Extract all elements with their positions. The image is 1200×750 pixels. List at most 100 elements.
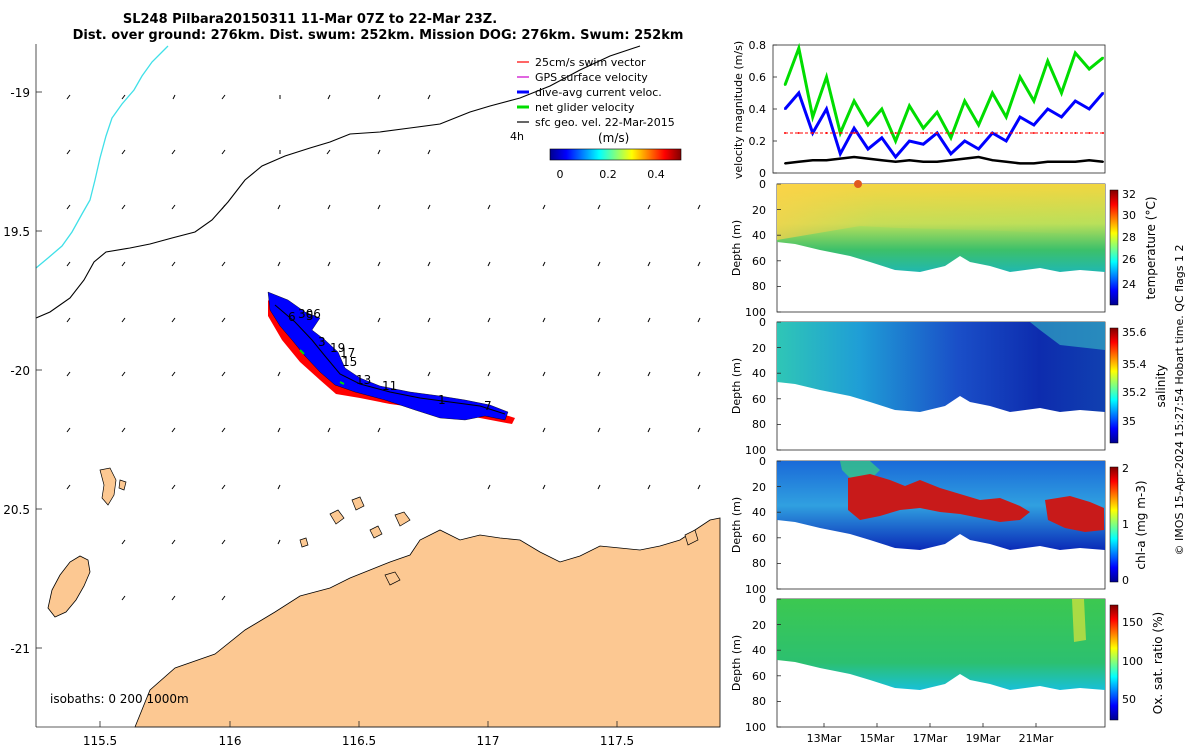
- velocity-point: [894, 156, 897, 158]
- land-islets: [99, 467, 699, 586]
- ox-cbar-tick: 50: [1122, 693, 1136, 706]
- legend-item: net glider velocity: [535, 101, 635, 114]
- velocity-point: [949, 136, 952, 139]
- chla-max-layer-east: [1045, 496, 1104, 532]
- lon-tick-label: 115.5: [83, 734, 117, 748]
- velocity-point: [1060, 92, 1063, 94]
- velocity-point: [894, 132, 897, 134]
- velocity-point: [1019, 162, 1021, 165]
- legend-item: 25cm/s swim vector: [535, 56, 646, 69]
- colorbar-tick: 0.2: [599, 168, 617, 181]
- lat-tick-label: -20: [10, 364, 30, 378]
- track-label: 306: [298, 307, 321, 321]
- chla-max-layer: [848, 474, 1030, 522]
- velocity-point: [853, 100, 856, 102]
- temperature-y-ticks: [777, 183, 781, 313]
- ox-y-tick: 60: [752, 670, 766, 683]
- track-label: 1: [438, 393, 446, 407]
- velocity-point: [880, 108, 883, 110]
- ox-y-tick: 0: [759, 593, 766, 606]
- track-label: 5: [306, 309, 314, 323]
- salinity-y-ticks: [777, 321, 781, 451]
- velocity-point: [1032, 124, 1035, 126]
- velocity-point: [1102, 56, 1104, 59]
- velocity-series-line: [783, 90, 1105, 160]
- lon-tick-label: 117.5: [600, 734, 634, 748]
- velocity-point: [922, 160, 925, 163]
- colorbar-tick: 0: [557, 168, 564, 181]
- copyright-text: © IMOS 15-Apr-2024 15:27:54 Hobart time.…: [1173, 245, 1186, 556]
- sal-y-tick: 100: [745, 444, 766, 457]
- chla-y-tick: 80: [752, 557, 766, 570]
- velocity-point: [1088, 68, 1091, 70]
- salinity-panel: 0 20 40 60 80 100 Depth (m) 35.6 35.4 35…: [730, 316, 1168, 457]
- oxygen-y-ticks: [777, 598, 781, 728]
- velocity-point: [1074, 52, 1077, 54]
- velocity-point: [908, 159, 911, 162]
- track-label: 3: [318, 335, 326, 349]
- velocity-point: [1088, 108, 1091, 110]
- track-label: 19: [330, 341, 345, 355]
- lat-tick-label: 20.5: [3, 503, 30, 517]
- velocity-y-ticks: [773, 44, 777, 174]
- oxygen-high-patch: [1072, 599, 1086, 642]
- velocity-point: [949, 159, 952, 162]
- velocity-point: [1046, 132, 1049, 134]
- temperature-colorbar: [1109, 189, 1119, 306]
- velocity-point: [1019, 132, 1021, 134]
- oxygen-field: [777, 599, 1105, 690]
- velocity-point: [1019, 76, 1021, 78]
- velocity-point: [784, 162, 786, 165]
- lat-tick-label: -21: [10, 642, 30, 656]
- oxygen-panel: 0 20 40 60 80 100 Depth (m) 150 100 50 O…: [730, 593, 1165, 745]
- temp-ylabel: Depth (m): [730, 220, 743, 276]
- velocity-point: [949, 152, 952, 155]
- velocity-point: [1102, 160, 1104, 163]
- velocity-point: [977, 124, 980, 126]
- velocity-point: [922, 127, 925, 130]
- sal-y-tick: 0: [759, 316, 766, 329]
- sal-ylabel: Depth (m): [730, 358, 743, 414]
- velocity-point: [908, 140, 911, 142]
- chla-cbar-tick: 2: [1122, 462, 1129, 475]
- velocity-point: [811, 132, 814, 134]
- vel-tick-label: 0.6: [749, 71, 767, 84]
- velocity-point: [1005, 116, 1008, 118]
- ox-cbar-tick: 100: [1122, 655, 1143, 668]
- ox-y-tick: 80: [752, 695, 766, 708]
- velocity-point: [867, 157, 869, 160]
- temp-cbar-label: temperature (°C): [1144, 197, 1158, 300]
- track-label: 15: [342, 355, 357, 369]
- map-x-ticks: [99, 721, 618, 727]
- title-line2: Dist. over ground: 276km. Dist. swum: 25…: [73, 28, 684, 43]
- ox-cbar-tick: 150: [1122, 616, 1143, 629]
- velocity-point: [1046, 60, 1049, 62]
- velocity-point: [1102, 132, 1104, 134]
- velocity-point: [963, 157, 966, 160]
- velocity-point: [991, 159, 994, 162]
- velocity-point: [784, 108, 786, 110]
- velocity-point: [936, 160, 939, 163]
- velocity-point: [797, 160, 800, 163]
- time-tick-label: 21Mar: [1019, 732, 1054, 745]
- velocity-point: [908, 132, 911, 134]
- temperature-hotspot: [854, 180, 862, 188]
- time-tick-label: 19Mar: [966, 732, 1001, 745]
- sal-cbar-label: salinity: [1154, 364, 1168, 407]
- velocity-point: [991, 132, 994, 134]
- track-label: 11: [382, 379, 397, 393]
- isobath-1000m: [35, 45, 169, 269]
- sal-y-tick: 40: [752, 367, 766, 380]
- salinity-colorbar: [1109, 327, 1119, 444]
- legend-item: GPS surface velocity: [535, 71, 648, 84]
- lon-tick-label: 116: [219, 734, 242, 748]
- glider-track: [267, 291, 515, 424]
- velocity-point: [880, 159, 883, 162]
- velocity-point: [1032, 132, 1035, 134]
- velocity-point: [1074, 160, 1077, 163]
- land-mainland: [134, 517, 721, 728]
- legend-hours: 4h: [510, 130, 524, 143]
- velocity-point: [991, 92, 994, 94]
- ox-ylabel: Depth (m): [730, 635, 743, 691]
- track-labels: 306 5 3 6 19 17 15 13 11 1 7: [288, 307, 492, 413]
